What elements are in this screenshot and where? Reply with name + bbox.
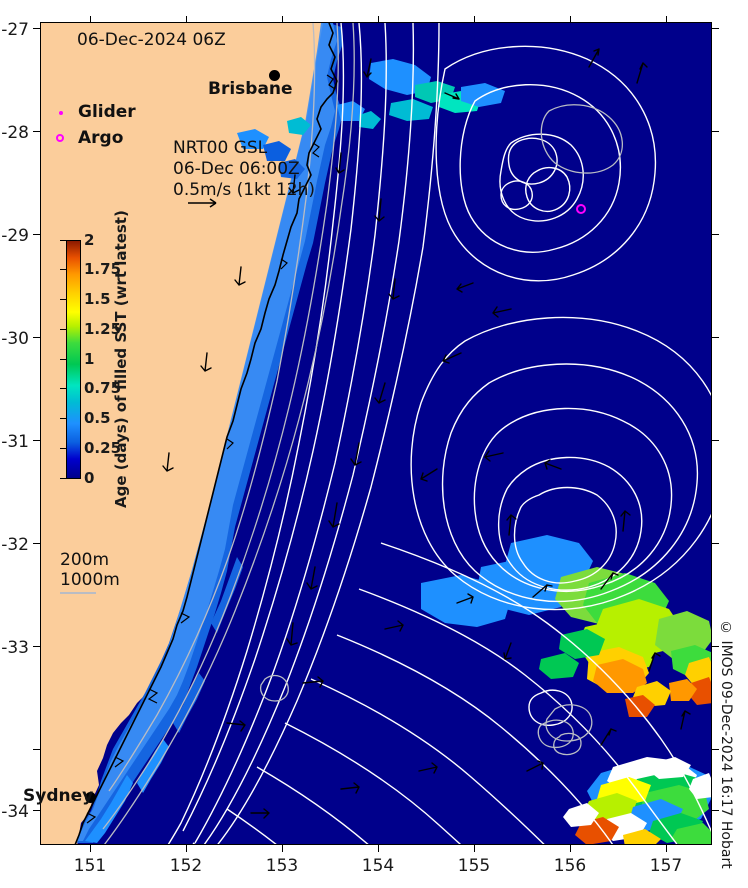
y-tick-right: [712, 749, 719, 750]
x-tick: [378, 845, 379, 852]
x-tick-label: 156: [553, 856, 587, 876]
colorbar-tick-label: 0.25: [84, 439, 122, 457]
colorbar-tick-label: 0.5: [84, 409, 111, 427]
x-tick: [186, 845, 187, 852]
y-tick-label: -30: [1, 329, 29, 349]
y-tick-label: -27: [1, 20, 29, 40]
x-tick-top: [474, 16, 475, 23]
shelf-shading: [77, 23, 343, 843]
y-tick: [33, 646, 40, 647]
brisbane-city-dot: [269, 70, 280, 81]
velocity-key-arrow-icon: [188, 198, 217, 208]
colorbar-tick: [60, 478, 66, 479]
y-tick-right: [712, 810, 719, 811]
argo-legend-label: Argo: [78, 128, 124, 148]
colorbar-gradient: [66, 240, 81, 479]
velocity-key-line1: NRT00 GSL: [173, 138, 268, 158]
y-tick: [33, 234, 40, 235]
y-tick-label: -33: [1, 638, 29, 658]
y-tick: [33, 131, 40, 132]
y-tick: [33, 810, 40, 811]
bathymetry-loops: [537, 704, 593, 756]
colorbar-tick-label: 1.25: [84, 320, 122, 338]
y-tick-label: -29: [1, 226, 29, 246]
colorbar-tick-label: 1: [84, 350, 95, 368]
map-raster: [41, 23, 711, 844]
colorbar-tick: [60, 418, 66, 419]
x-tick: [90, 845, 91, 852]
y-tick-label: -28: [1, 123, 29, 143]
map-plot-area[interactable]: [40, 22, 712, 845]
glider-legend-label: Glider: [78, 102, 136, 122]
colorbar-tick: [60, 240, 66, 241]
colorbar-tick-label: 1.75: [84, 260, 122, 278]
colorbar-tick: [60, 269, 66, 270]
x-tick-top: [90, 16, 91, 23]
colorbar-tick-label: 2: [84, 231, 95, 249]
ocean-region: [77, 23, 711, 844]
ssh-contours: [167, 23, 711, 844]
argo-float-marker[interactable]: [576, 204, 586, 214]
colorbar-tick: [60, 388, 66, 389]
glider-legend-marker: [59, 111, 63, 115]
colorbar-tick: [60, 448, 66, 449]
nearshore-shading: [85, 557, 243, 843]
y-tick: [33, 337, 40, 338]
sst-age-patches-north: [237, 59, 505, 179]
y-tick-right: [712, 131, 719, 132]
y-tick-right: [712, 234, 719, 235]
y-tick-right: [712, 337, 719, 338]
x-tick-top: [378, 16, 379, 23]
velocity-vectors: [162, 48, 691, 819]
x-tick-top: [282, 16, 283, 23]
y-tick-right: [712, 440, 719, 441]
velocity-key-line3: 0.5m/s (1kt 12h): [173, 180, 315, 200]
colorbar-title: Age (days) of filled SST (wrt latest): [112, 210, 130, 509]
date-stamp: 06-Dec-2024 06Z: [77, 30, 226, 50]
coastline-detail: [86, 74, 336, 824]
x-tick-top: [186, 16, 187, 23]
y-tick: [33, 28, 40, 29]
argo-legend-marker: [56, 134, 64, 142]
colorbar-tick-label: 0.75: [84, 379, 122, 397]
x-tick-label: 153: [265, 856, 299, 876]
bathymetry-label-200m: 200m: [60, 550, 110, 570]
colorbar-tick: [60, 299, 66, 300]
sst-age-patches-southeast: [563, 757, 711, 844]
x-tick: [474, 845, 475, 852]
x-tick: [666, 845, 667, 852]
sydney-label: Sydney: [23, 786, 94, 806]
x-tick: [570, 845, 571, 852]
x-tick-label: 152: [169, 856, 203, 876]
y-tick-right: [712, 28, 719, 29]
y-tick: [33, 440, 40, 441]
bathymetry-legend-line: [60, 592, 96, 594]
y-tick: [33, 543, 40, 544]
credit-text: © IMOS 09-Dec-2024 16:17 Hobart: [718, 620, 734, 869]
velocity-key-line2: 06-Dec 06:00Z: [173, 159, 300, 179]
x-tick-label: 151: [73, 856, 107, 876]
colorbar-tick-label: 1.5: [84, 290, 111, 308]
x-tick: [282, 845, 283, 852]
colorbar-tick: [60, 329, 66, 330]
y-tick-label: -32: [1, 535, 29, 555]
brisbane-label: Brisbane: [208, 79, 293, 99]
x-tick-label: 157: [649, 856, 683, 876]
colorbar-tick: [60, 359, 66, 360]
y-tick-label: -31: [1, 432, 29, 452]
colorbar-tick-label: 0: [84, 469, 95, 487]
y-tick-right: [712, 543, 719, 544]
y-tick: [33, 749, 40, 750]
x-tick-top: [570, 16, 571, 23]
x-tick-top: [666, 16, 667, 23]
x-tick-label: 154: [361, 856, 395, 876]
sydney-city-dot: [85, 792, 96, 803]
y-tick-label: -34: [1, 802, 29, 822]
bathymetry-label-1000m: 1000m: [60, 570, 120, 590]
x-tick-label: 155: [457, 856, 491, 876]
y-tick-right: [712, 646, 719, 647]
coastline: [74, 23, 338, 844]
